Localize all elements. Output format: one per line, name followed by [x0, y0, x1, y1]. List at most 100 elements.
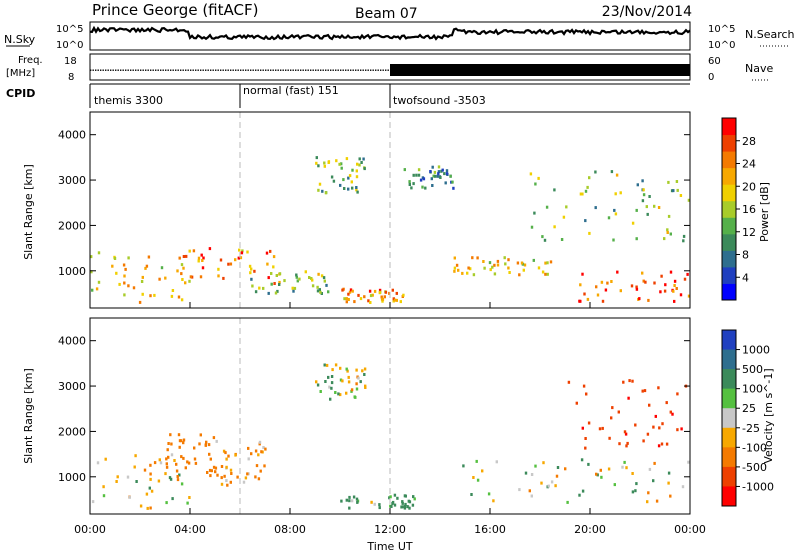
- velocity-echo-cell: [188, 496, 191, 499]
- power-echo-cell: [318, 182, 322, 186]
- power-echo-cell: [380, 295, 383, 299]
- velocity-echo-cell: [350, 388, 354, 392]
- velocity-echo-cell: [631, 490, 635, 494]
- power-echo-cell: [508, 271, 511, 274]
- velocity-echo-cell: [182, 441, 185, 445]
- nsearch-tick-bottom: 10^0: [708, 40, 735, 51]
- power-echo-cell: [258, 286, 261, 290]
- velocity-echo-cell: [657, 444, 661, 448]
- power-echo-cell: [153, 293, 156, 297]
- power-echo-cell: [440, 169, 443, 173]
- power-echo-cell: [518, 273, 521, 277]
- power-echo-cell: [675, 287, 678, 290]
- velocity-echo-cell: [401, 505, 404, 509]
- power-echo-cell: [493, 263, 496, 267]
- velocity-colorbar-tick-label: -1000: [742, 480, 774, 493]
- power-echo-cell: [636, 183, 639, 187]
- freq-sample-dot: [155, 69, 157, 71]
- power-echo-cell: [610, 280, 613, 283]
- power-echo-cell: [403, 168, 406, 172]
- velocity-echo-cell: [165, 462, 168, 466]
- freq-sample-dot: [120, 69, 122, 71]
- velocity-echo-cell: [578, 493, 581, 497]
- velocity-echo-cell: [618, 442, 621, 446]
- power-echo-cell: [351, 289, 354, 293]
- velocity-echo-cell: [641, 389, 644, 393]
- power-echo-cell: [504, 262, 507, 266]
- power-echo-cell: [393, 298, 397, 302]
- power-echo-cell: [663, 289, 667, 293]
- nsky-label: N.Sky: [4, 33, 36, 46]
- velocity-echo-cell: [669, 410, 672, 414]
- velocity-echo-cell: [176, 478, 180, 482]
- freq-sample-dot: [247, 69, 249, 71]
- velocity-echo-layer: [91, 363, 690, 510]
- velocity-echo-cell: [667, 471, 671, 475]
- nsky-panel-frame: [89, 21, 691, 51]
- power-echo-cell: [267, 291, 270, 295]
- nsky-tick-top: 10^5: [56, 24, 83, 35]
- velocity-echo-cell: [339, 378, 343, 382]
- velocity-echo-cell: [350, 499, 354, 503]
- velocity-echo-cell: [334, 363, 338, 367]
- power-echo-cell: [682, 239, 685, 243]
- power-echo-cell: [380, 297, 384, 301]
- freq-sample-dot: [257, 69, 259, 71]
- velocity-echo-cell: [654, 414, 657, 418]
- cpid-segment-3: twofsound -3503: [393, 94, 486, 107]
- power-echo-cell: [239, 256, 243, 260]
- velocity-echo-cell: [229, 480, 232, 484]
- power-echo-cell: [345, 297, 348, 301]
- power-echo-cell: [534, 182, 537, 186]
- freq-sample-dot: [160, 69, 162, 71]
- power-echo-cell: [641, 271, 644, 275]
- power-echo-cell: [648, 195, 651, 198]
- power-echo-cell: [635, 208, 638, 212]
- velocity-echo-cell: [631, 472, 634, 475]
- power-echo-cell: [529, 172, 533, 176]
- power-echo-cell: [541, 235, 544, 239]
- freq-sample-dot: [325, 69, 327, 71]
- velocity-echo-cell: [199, 433, 202, 437]
- velocity-echo-cell: [530, 494, 533, 498]
- velocity-echo-cell: [230, 472, 233, 475]
- power-echo-cell: [594, 206, 597, 210]
- power-echo-cell: [308, 276, 311, 279]
- power-echo-cell: [657, 206, 661, 209]
- velocity-echo-cell: [495, 460, 498, 464]
- power-echo-cell: [584, 219, 587, 223]
- freq-sample-dot: [222, 69, 224, 71]
- velocity-echo-cell: [259, 469, 262, 473]
- power-echo-cell: [200, 253, 203, 257]
- velocity-echo-cell: [587, 462, 590, 466]
- velocity-echo-cell: [378, 506, 381, 510]
- power-echo-cell: [160, 266, 164, 270]
- power-echo-cell: [496, 263, 500, 267]
- velocity-echo-cell: [159, 461, 163, 465]
- velocity-echo-cell: [626, 441, 629, 445]
- velocity-echo-cell: [229, 468, 233, 472]
- velocity-echo-cell: [584, 437, 587, 440]
- power-echo-cell: [543, 238, 547, 242]
- velocity-echo-cell: [401, 500, 404, 504]
- x-axis-label: Time UT: [366, 540, 412, 553]
- freq-sample-dot: [165, 69, 167, 71]
- velocity-echo-cell: [339, 366, 342, 370]
- velocity-echo-cell: [357, 376, 360, 380]
- freq-sample-dot: [162, 69, 164, 71]
- velocity-echo-cell: [611, 406, 614, 410]
- freq-sample-dot: [92, 69, 94, 71]
- velocity-echo-cell: [149, 506, 152, 510]
- velocity-echo-cell: [345, 391, 348, 395]
- power-echo-cell: [335, 159, 338, 163]
- power-echo-cell: [272, 255, 276, 259]
- velocity-echo-cell: [220, 465, 224, 468]
- power-echo-cell: [317, 188, 320, 192]
- power-echo-cell: [533, 211, 536, 215]
- power-echo-cell: [469, 267, 472, 271]
- freq-sample-dot: [310, 69, 312, 71]
- power-echo-cell: [546, 261, 549, 265]
- velocity-echo-cell: [102, 494, 106, 498]
- power-echo-cell: [199, 275, 203, 279]
